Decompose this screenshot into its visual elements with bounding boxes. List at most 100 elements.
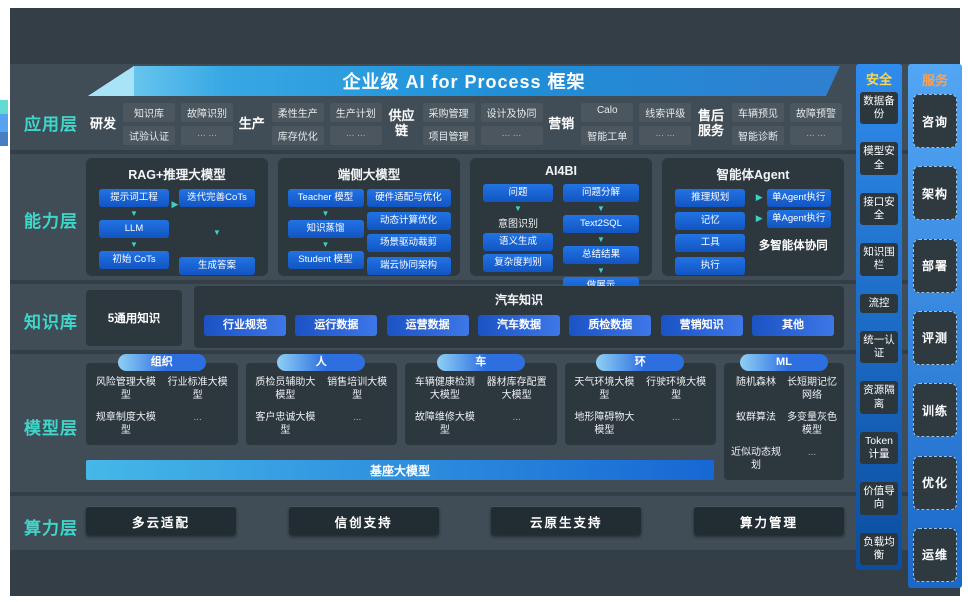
flow-step[interactable]: Student 模型	[287, 250, 364, 269]
flow-step[interactable]: 单Agent执行	[766, 189, 831, 207]
arrow-down-icon: ▼	[597, 234, 605, 244]
security-item[interactable]: 数据备份	[860, 92, 898, 125]
flow-step[interactable]: 生成答案	[179, 257, 255, 275]
knowledge-pill[interactable]: 营销知识	[660, 315, 743, 336]
app-item[interactable]: 采购管理	[422, 103, 475, 122]
app-item[interactable]: 柔性生产	[271, 103, 324, 122]
app-item[interactable]: 知识库	[123, 103, 176, 122]
security-item[interactable]: 负载均衡	[860, 532, 898, 565]
flow-step[interactable]: 场景驱动裁剪	[366, 234, 451, 253]
rag-left-column: 提示词工程 ▼ LLM ▼ 初始 CoTs	[99, 189, 169, 275]
security-item[interactable]: 接口安全	[860, 192, 898, 226]
flow-step[interactable]: 记忆	[675, 211, 746, 230]
app-item[interactable]: Calo	[581, 103, 634, 122]
service-item[interactable]: 优化	[913, 455, 957, 510]
flow-step[interactable]: 知识蒸馏	[287, 219, 364, 238]
app-group-items: Calo 线索评级 智能工单 ... ...	[581, 103, 692, 145]
compute-button[interactable]: 云原生支持	[491, 506, 642, 535]
flow-step[interactable]: 工具	[675, 234, 746, 253]
flow-step-plain: 意图识别	[498, 218, 538, 230]
flow-step[interactable]: 端云协同架构	[366, 257, 451, 275]
arrow-right-icon: ▶	[755, 213, 763, 224]
service-item[interactable]: 运维	[913, 527, 957, 582]
service-item[interactable]: 训练	[913, 383, 957, 438]
security-item[interactable]: 统一认证	[860, 330, 898, 364]
model-item: 行驶环境大模型	[646, 377, 707, 401]
security-item[interactable]: 资源隔离	[860, 381, 898, 414]
compute-button[interactable]: 多云适配	[86, 506, 236, 535]
security-item[interactable]: 流控	[860, 293, 898, 313]
capability-box-body: 推理规划 记忆 工具 执行 ▶ 单Agent执行 ▶ 单Agent执行 多智能体…	[670, 189, 836, 275]
service-item[interactable]: 架构	[913, 166, 957, 221]
flow-step[interactable]: 问题分解	[563, 184, 639, 202]
flow-step[interactable]: 复杂度判别	[483, 253, 553, 272]
arrow-down-icon: ▼	[130, 239, 138, 249]
ai4bi-left-column: 问题 ▼ 意图识别 语义生成 复杂度判别	[483, 184, 553, 272]
security-item[interactable]: 价值导向	[860, 482, 898, 515]
flow-step[interactable]: 语义生成	[483, 232, 553, 251]
security-item[interactable]: 模型安全	[860, 142, 898, 175]
arrow-down-icon: ▼	[130, 208, 138, 218]
service-item[interactable]: 评测	[913, 310, 957, 365]
flow-step[interactable]: 问题	[483, 184, 553, 202]
flow-step[interactable]: 总结结果	[563, 245, 639, 264]
capability-box-title: 端侧大模型	[337, 168, 401, 182]
flow-step[interactable]: LLM	[99, 219, 169, 238]
knowledge-pills: 行业规范 运行数据 运营数据 汽车数据 质检数据 营销知识 其他	[204, 315, 834, 336]
app-item[interactable]: 车辆预见	[731, 103, 784, 122]
model-group-vehicle: 车 车辆健康检测大模型 器材库存配置大模型 故障维修大模型 ...	[405, 354, 557, 445]
app-item[interactable]: 设计及协同	[480, 103, 543, 122]
flow-step[interactable]: 执行	[675, 257, 746, 275]
knowledge-pill[interactable]: 其他	[751, 315, 834, 336]
knowledge-pill[interactable]: 运行数据	[295, 315, 378, 336]
security-item[interactable]: Token计量	[860, 431, 898, 465]
capability-box-title: 智能体Agent	[716, 168, 790, 182]
app-item-more: ... ...	[639, 126, 692, 145]
multi-agent-note: 多智能体协同	[758, 239, 828, 252]
flow-step[interactable]: 硬件适配与优化	[366, 189, 451, 207]
rag-right-column: 迭代完善CoTs ▼ 生成答案	[179, 189, 255, 275]
capability-box-edge-model: 端侧大模型 Teacher 模型 ▼ 知识蒸馏 ▼ Student 模型 硬件适…	[278, 158, 460, 276]
knowledge-pill[interactable]: 汽车数据	[477, 315, 560, 336]
app-item[interactable]: 生产计划	[329, 103, 382, 122]
compute-row: 多云适配 信创支持 云原生支持 算力管理	[86, 506, 844, 535]
knowledge-pill[interactable]: 质检数据	[569, 315, 652, 336]
flow-step[interactable]: Text2SQL	[563, 214, 639, 233]
model-group-environment: 环 天气环境大模型 行驶环境大模型 地形障碍物大模型 ...	[564, 354, 716, 445]
knowledge-pill[interactable]: 运营数据	[386, 315, 469, 336]
app-item[interactable]: 智能工单	[581, 126, 634, 145]
service-item[interactable]: 咨询	[913, 94, 957, 148]
model-item-more: ...	[807, 447, 817, 458]
model-group-organization: 组织 风险管理大模型 行业标准大模型 规章制度大模型 ...	[86, 354, 238, 445]
security-item[interactable]: 知识围栏	[860, 243, 898, 276]
compute-button[interactable]: 算力管理	[693, 506, 844, 535]
service-header: 服务	[921, 73, 948, 88]
flow-step[interactable]: Teacher 模型	[287, 189, 364, 207]
flow-step[interactable]: 初始 CoTs	[99, 250, 169, 269]
app-item-more: ... ...	[329, 126, 382, 145]
layer-label-compute: 算力层	[24, 519, 78, 538]
app-item[interactable]: 试验认证	[123, 126, 176, 145]
arrow-right-icon: ▶	[755, 192, 763, 203]
flow-step[interactable]: 推理规划	[675, 189, 746, 207]
app-item[interactable]: 库存优化	[271, 126, 324, 145]
app-item[interactable]: 故障识别	[181, 103, 234, 122]
service-item[interactable]: 部署	[913, 238, 957, 293]
app-item[interactable]: 线索评级	[639, 103, 692, 122]
arrow-down-icon: ▼	[321, 239, 330, 249]
flow-step[interactable]: 提示词工程	[99, 189, 169, 207]
app-item[interactable]: 项目管理	[422, 126, 475, 145]
model-item-more: ...	[352, 412, 362, 423]
model-group-box: 质检员辅助大模型 销售培训大模型 客户忠诚大模型 ...	[245, 363, 397, 445]
flow-step[interactable]: 迭代完善CoTs	[179, 189, 255, 207]
compute-button[interactable]: 信创支持	[288, 506, 439, 535]
flow-step[interactable]: 动态计算优化	[366, 211, 451, 230]
flow-step[interactable]: 单Agent执行	[766, 209, 831, 228]
model-item: 蚁群算法	[736, 412, 776, 423]
arrow-down-icon: ▼	[597, 203, 605, 213]
knowledge-pill[interactable]: 行业规范	[204, 315, 286, 336]
agent-exec-row: ▶ 单Agent执行	[756, 189, 831, 207]
app-group-label: 生产	[238, 115, 265, 131]
app-item[interactable]: 故障预警	[789, 103, 842, 122]
app-item[interactable]: 智能诊断	[731, 126, 784, 145]
